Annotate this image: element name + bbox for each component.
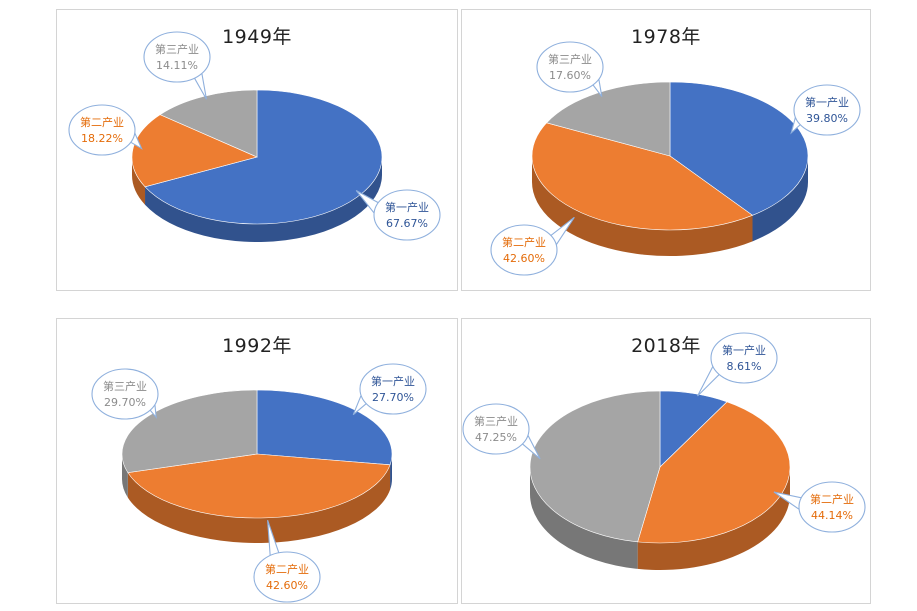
slice-value-label: 39.80%: [806, 112, 848, 125]
slice-label: 第一产业: [722, 343, 766, 357]
slice-value-label: 29.70%: [104, 396, 146, 409]
slice-value-label: 27.70%: [372, 391, 414, 404]
slice-label: 第一产业: [371, 374, 415, 388]
callout-bubble: [491, 225, 557, 275]
slice-value-label: 42.60%: [266, 579, 308, 592]
slice-value-label: 44.14%: [811, 509, 853, 522]
slice-value-label: 14.11%: [156, 59, 198, 72]
pie-chart-1992: 第一产业 27.70% 第二产业 42.60% 第三产业 29.70%: [57, 319, 459, 605]
chart-panel-1949: 1949年 第一产业 67.67% 第二产业 18.22% 第三产业 14.11%: [56, 9, 458, 291]
pie-chart-1978: 第一产业 39.80% 第二产业 42.60% 第三产业 17.60%: [462, 10, 872, 292]
callout-bubble: [711, 333, 777, 383]
callout-bubble: [254, 552, 320, 602]
slice-value-label: 42.60%: [503, 252, 545, 265]
slice-label: 第三产业: [103, 379, 147, 393]
chart-panel-1978: 1978年 第一产业 39.80% 第二产业 42.60% 第三产业 17.60%: [461, 9, 871, 291]
chart-panel-1992: 1992年 第一产业 27.70% 第二产业 42.60% 第三产业 29.70%: [56, 318, 458, 604]
slice-label: 第一产业: [805, 95, 849, 109]
slice-label: 第二产业: [810, 492, 854, 506]
slice-label: 第一产业: [385, 200, 429, 214]
callout-bubble: [463, 404, 529, 454]
slice-value-label: 67.67%: [386, 217, 428, 230]
slice-label: 第二产业: [502, 235, 546, 249]
chart-panel-2018: 2018年 第一产业 8.61% 第二产业 44.14% 第三产业 47.25%: [461, 318, 871, 604]
slice-label: 第二产业: [265, 562, 309, 576]
callout-bubble: [360, 364, 426, 414]
callout-bubble: [799, 482, 865, 532]
slice-label: 第三产业: [155, 42, 199, 56]
callout-bubble: [374, 190, 440, 240]
callout-bubble: [92, 369, 158, 419]
slice-label: 第三产业: [548, 52, 592, 66]
slice-value-label: 17.60%: [549, 69, 591, 82]
slice-label: 第三产业: [474, 414, 518, 428]
slice-value-label: 47.25%: [475, 431, 517, 444]
slice-label: 第二产业: [80, 115, 124, 129]
callout-bubble: [69, 105, 135, 155]
callout-bubble: [144, 32, 210, 82]
slice-value-label: 8.61%: [727, 360, 762, 373]
callout-bubble: [794, 85, 860, 135]
pie-chart-2018: 第一产业 8.61% 第二产业 44.14% 第三产业 47.25%: [462, 319, 872, 605]
slice-value-label: 18.22%: [81, 132, 123, 145]
pie-chart-1949: 第一产业 67.67% 第二产业 18.22% 第三产业 14.11%: [57, 10, 459, 292]
callout-bubble: [537, 42, 603, 92]
